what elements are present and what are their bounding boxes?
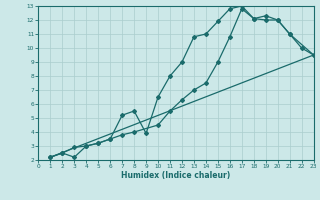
X-axis label: Humidex (Indice chaleur): Humidex (Indice chaleur) — [121, 171, 231, 180]
